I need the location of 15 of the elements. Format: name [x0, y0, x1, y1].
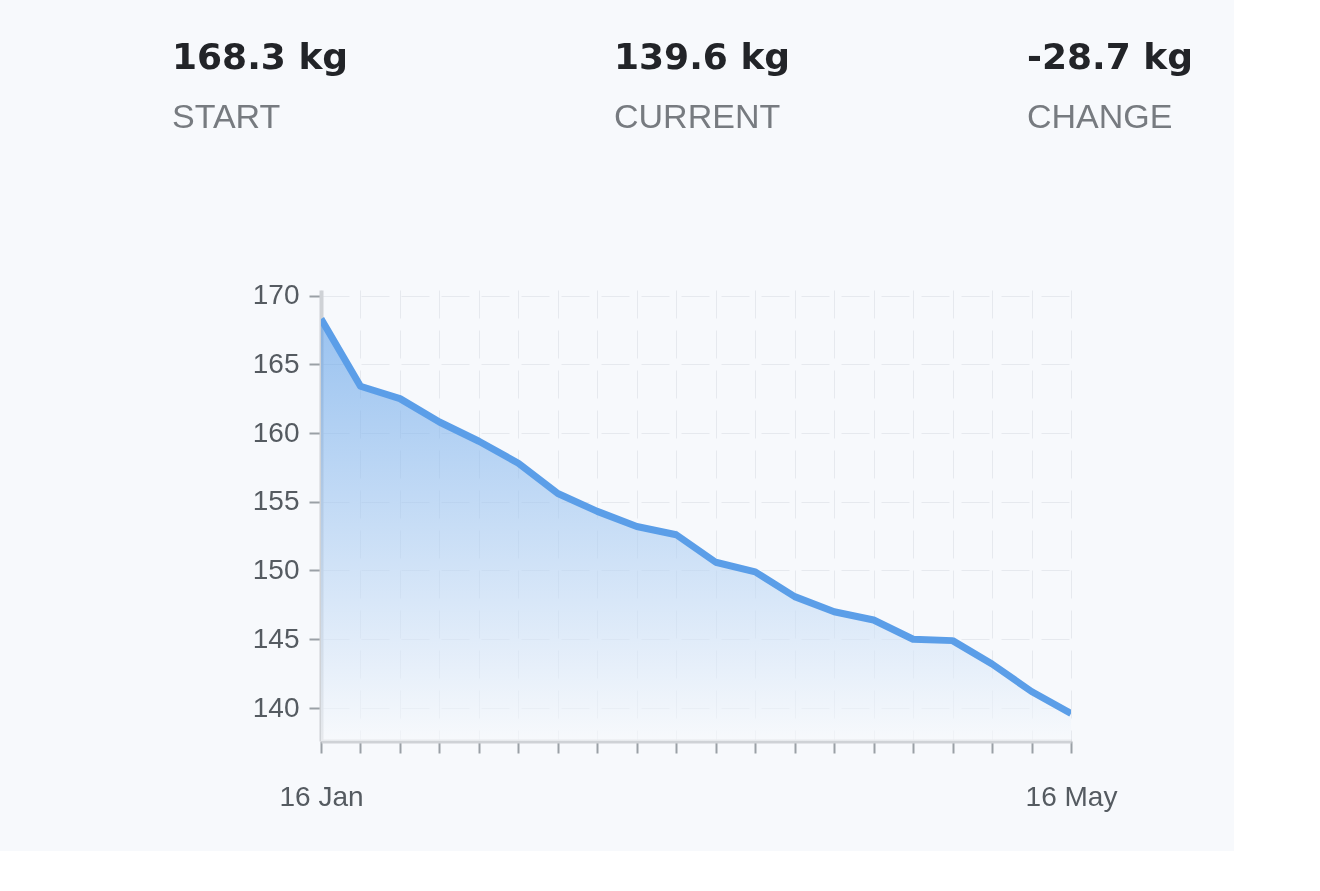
text: 139.6 kg — [614, 36, 791, 77]
y-tick-label: 160 — [252, 416, 300, 448]
y-tick-label: 155 — [252, 485, 300, 517]
text: -28.7 kg — [1027, 36, 1194, 77]
text: START — [172, 97, 281, 135]
y-tick-label: 145 — [252, 622, 300, 654]
x-tick-label: 16 Jan — [279, 780, 364, 812]
y-tick-label: 150 — [252, 554, 300, 585]
text: 168.3 kg — [172, 36, 349, 77]
x-tick-label: 16 May — [1025, 780, 1118, 812]
y-tick-label: 170 — [252, 279, 300, 310]
y-tick-label: 140 — [252, 691, 300, 723]
text: CHANGE — [1027, 97, 1173, 135]
y-tick-label: 165 — [252, 347, 300, 379]
text: CURRENT — [614, 97, 781, 135]
